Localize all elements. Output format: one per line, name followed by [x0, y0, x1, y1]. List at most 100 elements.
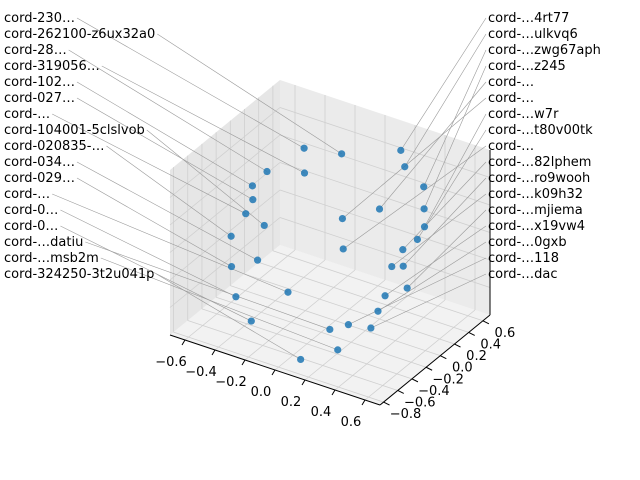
point-label: cord-029… — [4, 171, 75, 186]
label-leader — [52, 113, 246, 214]
y-axis-line — [379, 314, 491, 406]
y-tick-label: 0.0 — [452, 361, 473, 376]
label-leader — [379, 81, 487, 210]
label-leader — [100, 257, 338, 351]
point-label: cord-…zwg67aph — [488, 43, 601, 58]
point-label: cord-…0gxb — [488, 235, 567, 250]
label-leader — [68, 49, 268, 172]
data-point — [388, 262, 396, 271]
data-point — [374, 307, 382, 315]
point-label: cord-…msb2m — [4, 251, 99, 266]
x-tick-label: 0.4 — [311, 405, 332, 420]
grid-line — [169, 189, 281, 281]
data-points — [227, 144, 429, 364]
label-leader — [402, 161, 487, 250]
x-tick — [331, 389, 336, 396]
data-point — [248, 182, 257, 190]
label-leader — [157, 33, 342, 155]
y-tick-label: −0.8 — [390, 407, 422, 422]
label-leader — [348, 257, 487, 325]
data-point — [242, 210, 250, 218]
x-tick-label: −0.2 — [215, 375, 247, 390]
data-point — [334, 346, 342, 354]
point-label: cord-027… — [4, 91, 75, 106]
data-point — [253, 256, 262, 264]
data-point — [339, 245, 347, 253]
grid-line — [279, 162, 491, 233]
label-leader — [76, 177, 232, 267]
grid-line — [173, 331, 384, 403]
label-leader — [85, 241, 330, 330]
point-label: cord-…mjiema — [488, 203, 583, 218]
point-label: cord-262100-z6ux32a0 — [4, 27, 155, 42]
label-leader — [423, 65, 487, 209]
y-tick-label: 0.4 — [480, 337, 501, 352]
data-point — [249, 196, 257, 204]
data-point — [397, 146, 405, 154]
grid-line — [169, 162, 281, 253]
data-point — [403, 284, 411, 292]
point-label: cord-…dac — [488, 267, 558, 282]
data-point — [420, 183, 428, 191]
y-tick — [468, 331, 475, 336]
point-label: cord-…ro9wooh — [488, 171, 590, 186]
grid-line — [279, 217, 491, 288]
label-leader-lines — [52, 17, 487, 360]
data-point — [300, 144, 308, 152]
x-tick-label: −0.6 — [155, 355, 187, 370]
data-point — [401, 163, 409, 171]
point-label: cord-…k09h32 — [488, 187, 583, 202]
point-label: cord-0… — [4, 203, 58, 218]
data-point — [260, 221, 268, 230]
label-leader — [52, 193, 289, 293]
data-point — [227, 262, 236, 271]
label-leader — [423, 49, 487, 187]
point-label: cord-…x19vw4 — [488, 219, 585, 234]
data-point — [227, 232, 235, 240]
x-tick-label: −0.4 — [185, 365, 217, 380]
point-label: cord-020835-… — [4, 139, 104, 154]
y-tick-label: 0.6 — [495, 326, 516, 341]
y-tick-label: −0.6 — [404, 395, 436, 410]
label-leader — [400, 17, 487, 151]
point-label: cord-230… — [4, 11, 75, 26]
grid-line — [201, 308, 413, 380]
point-label: cord-… — [4, 107, 50, 122]
grid-line — [187, 320, 398, 391]
grid-line — [244, 269, 356, 361]
label-leader — [424, 113, 487, 227]
grid-line — [279, 189, 491, 261]
label-leader — [377, 241, 487, 312]
point-label: cord-… — [488, 91, 534, 106]
grid-line — [364, 309, 476, 401]
y-tick-label: −0.2 — [432, 372, 464, 387]
label-leader — [403, 177, 487, 267]
grid-line — [304, 289, 416, 381]
point-label: cord-…118 — [488, 251, 559, 266]
x-tick — [181, 339, 186, 346]
data-point — [247, 317, 255, 325]
point-label: cord-319056… — [4, 59, 100, 74]
label-leader — [76, 161, 258, 261]
data-point — [338, 214, 347, 223]
point-label: cord-… — [488, 75, 534, 90]
data-point — [413, 235, 422, 244]
data-point — [367, 324, 375, 332]
point-label: cord-…z245 — [488, 59, 566, 74]
label-leader — [384, 225, 487, 297]
y-tick — [454, 343, 461, 348]
grid-line — [272, 250, 484, 322]
label-leader — [370, 273, 487, 329]
axis-lines — [169, 150, 491, 406]
point-label: cord-…t80v00tk — [488, 123, 593, 138]
grid-line — [169, 107, 281, 198]
point-label: cord-0… — [4, 219, 58, 234]
point-label: cord-…datiu — [4, 235, 83, 250]
x-tick — [271, 369, 276, 376]
y-tick-label: −0.4 — [418, 384, 450, 399]
x-tick — [211, 349, 216, 356]
grid-line — [279, 134, 491, 206]
data-point — [420, 223, 429, 231]
label-leader — [406, 209, 487, 289]
